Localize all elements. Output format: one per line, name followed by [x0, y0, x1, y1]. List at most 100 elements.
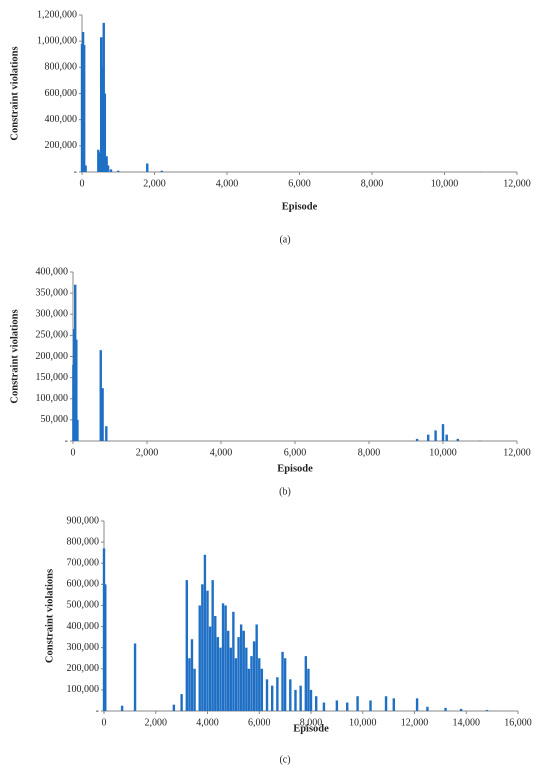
spike [216, 637, 220, 711]
spike [229, 647, 232, 711]
y-tick-label: - [96, 705, 99, 716]
spike [221, 603, 225, 711]
y-tick-label: 1,200,000 [37, 9, 77, 20]
spike [415, 698, 419, 711]
spike [426, 706, 429, 711]
spike [193, 668, 196, 711]
spike [242, 630, 245, 711]
spike [206, 590, 209, 711]
spike [190, 639, 194, 711]
spike [283, 658, 287, 711]
x-tick-label: 2,000 [143, 178, 166, 189]
spike [214, 616, 217, 711]
x-tick-label: 4,000 [216, 178, 239, 189]
x-axis-title: Episode [282, 201, 318, 212]
spike [258, 658, 261, 711]
spike [117, 170, 120, 172]
y-tick-label: - [65, 435, 68, 446]
y-tick-label: 200,000 [67, 663, 100, 674]
x-tick-label: 8,000 [358, 447, 381, 458]
spike [309, 689, 313, 711]
y-tick-label: 900,000 [67, 515, 100, 526]
spike [203, 554, 207, 711]
spike [234, 658, 238, 711]
spike [445, 434, 448, 441]
spike [219, 647, 222, 711]
y-tick-label: 600,000 [67, 579, 100, 590]
spike [84, 165, 87, 172]
y-tick-label: 1,000,000 [37, 35, 77, 46]
spike [101, 388, 104, 441]
spike [245, 647, 248, 711]
spike [415, 438, 419, 441]
spike [307, 668, 310, 711]
spike [247, 668, 251, 711]
spike [188, 658, 191, 711]
y-tick-label: - [74, 166, 77, 177]
y-tick-label: 800,000 [67, 536, 100, 547]
y-tick-label: 350,000 [36, 287, 69, 298]
spike [346, 702, 349, 711]
y-tick-label: 600,000 [45, 88, 78, 99]
panel-label: (b) [279, 486, 291, 497]
spike [281, 651, 284, 711]
spike [97, 149, 100, 172]
x-tick-label: 4,000 [196, 717, 219, 728]
spike [198, 605, 201, 711]
y-tick-label: 700,000 [67, 558, 100, 569]
spike [106, 165, 110, 172]
x-tick-label: 14,000 [453, 717, 481, 728]
spike [104, 584, 107, 711]
spike [172, 704, 176, 711]
spike [146, 163, 149, 172]
x-tick-label: 12,000 [503, 447, 531, 458]
x-tick-label: 10,000 [429, 447, 457, 458]
y-tick-label: 400,000 [36, 266, 69, 277]
x-tick-label: 6,000 [284, 447, 307, 458]
spike [227, 630, 230, 711]
spike [105, 426, 108, 441]
x-tick-label: 0 [71, 447, 76, 458]
spike [485, 709, 489, 711]
spike [434, 430, 437, 441]
y-tick-label: 800,000 [45, 62, 78, 73]
x-tick-label: 6,000 [248, 717, 271, 728]
y-tick-label: 250,000 [36, 330, 69, 341]
spike [160, 170, 163, 172]
spike [102, 548, 106, 711]
spike [232, 611, 235, 711]
spike [224, 605, 227, 711]
spike [459, 708, 463, 711]
spike [356, 696, 359, 711]
spike [294, 689, 297, 711]
spike [109, 169, 113, 172]
y-tick-label: 100,000 [36, 393, 69, 404]
spike [237, 637, 240, 711]
x-tick-label: 6,000 [288, 178, 311, 189]
spike [250, 656, 253, 711]
y-tick-label: 400,000 [45, 114, 78, 125]
y-axis-title: Constraint violations [44, 569, 55, 663]
spike [99, 350, 102, 441]
x-axis-title: Episode [293, 723, 329, 734]
spike [322, 702, 326, 711]
y-axis-title: Constraint violations [9, 46, 20, 140]
spike [265, 679, 269, 711]
y-tick-label: 500,000 [67, 600, 100, 611]
spike [276, 677, 279, 711]
x-tick-label: 8,000 [361, 178, 384, 189]
x-tick-label: 12,000 [503, 178, 531, 189]
spike [180, 694, 183, 711]
spike [252, 641, 256, 711]
x-tick-label: 10,000 [431, 178, 459, 189]
y-tick-label: 300,000 [67, 642, 100, 653]
x-tick-label: 2,000 [145, 717, 168, 728]
x-tick-label: 16,000 [504, 717, 532, 728]
x-tick-label: 12,000 [401, 717, 429, 728]
x-tick-label: 10,000 [349, 717, 377, 728]
spike [384, 696, 388, 711]
y-tick-label: 200,000 [45, 140, 78, 151]
x-tick-label: 2,000 [136, 447, 159, 458]
spike [100, 37, 103, 172]
